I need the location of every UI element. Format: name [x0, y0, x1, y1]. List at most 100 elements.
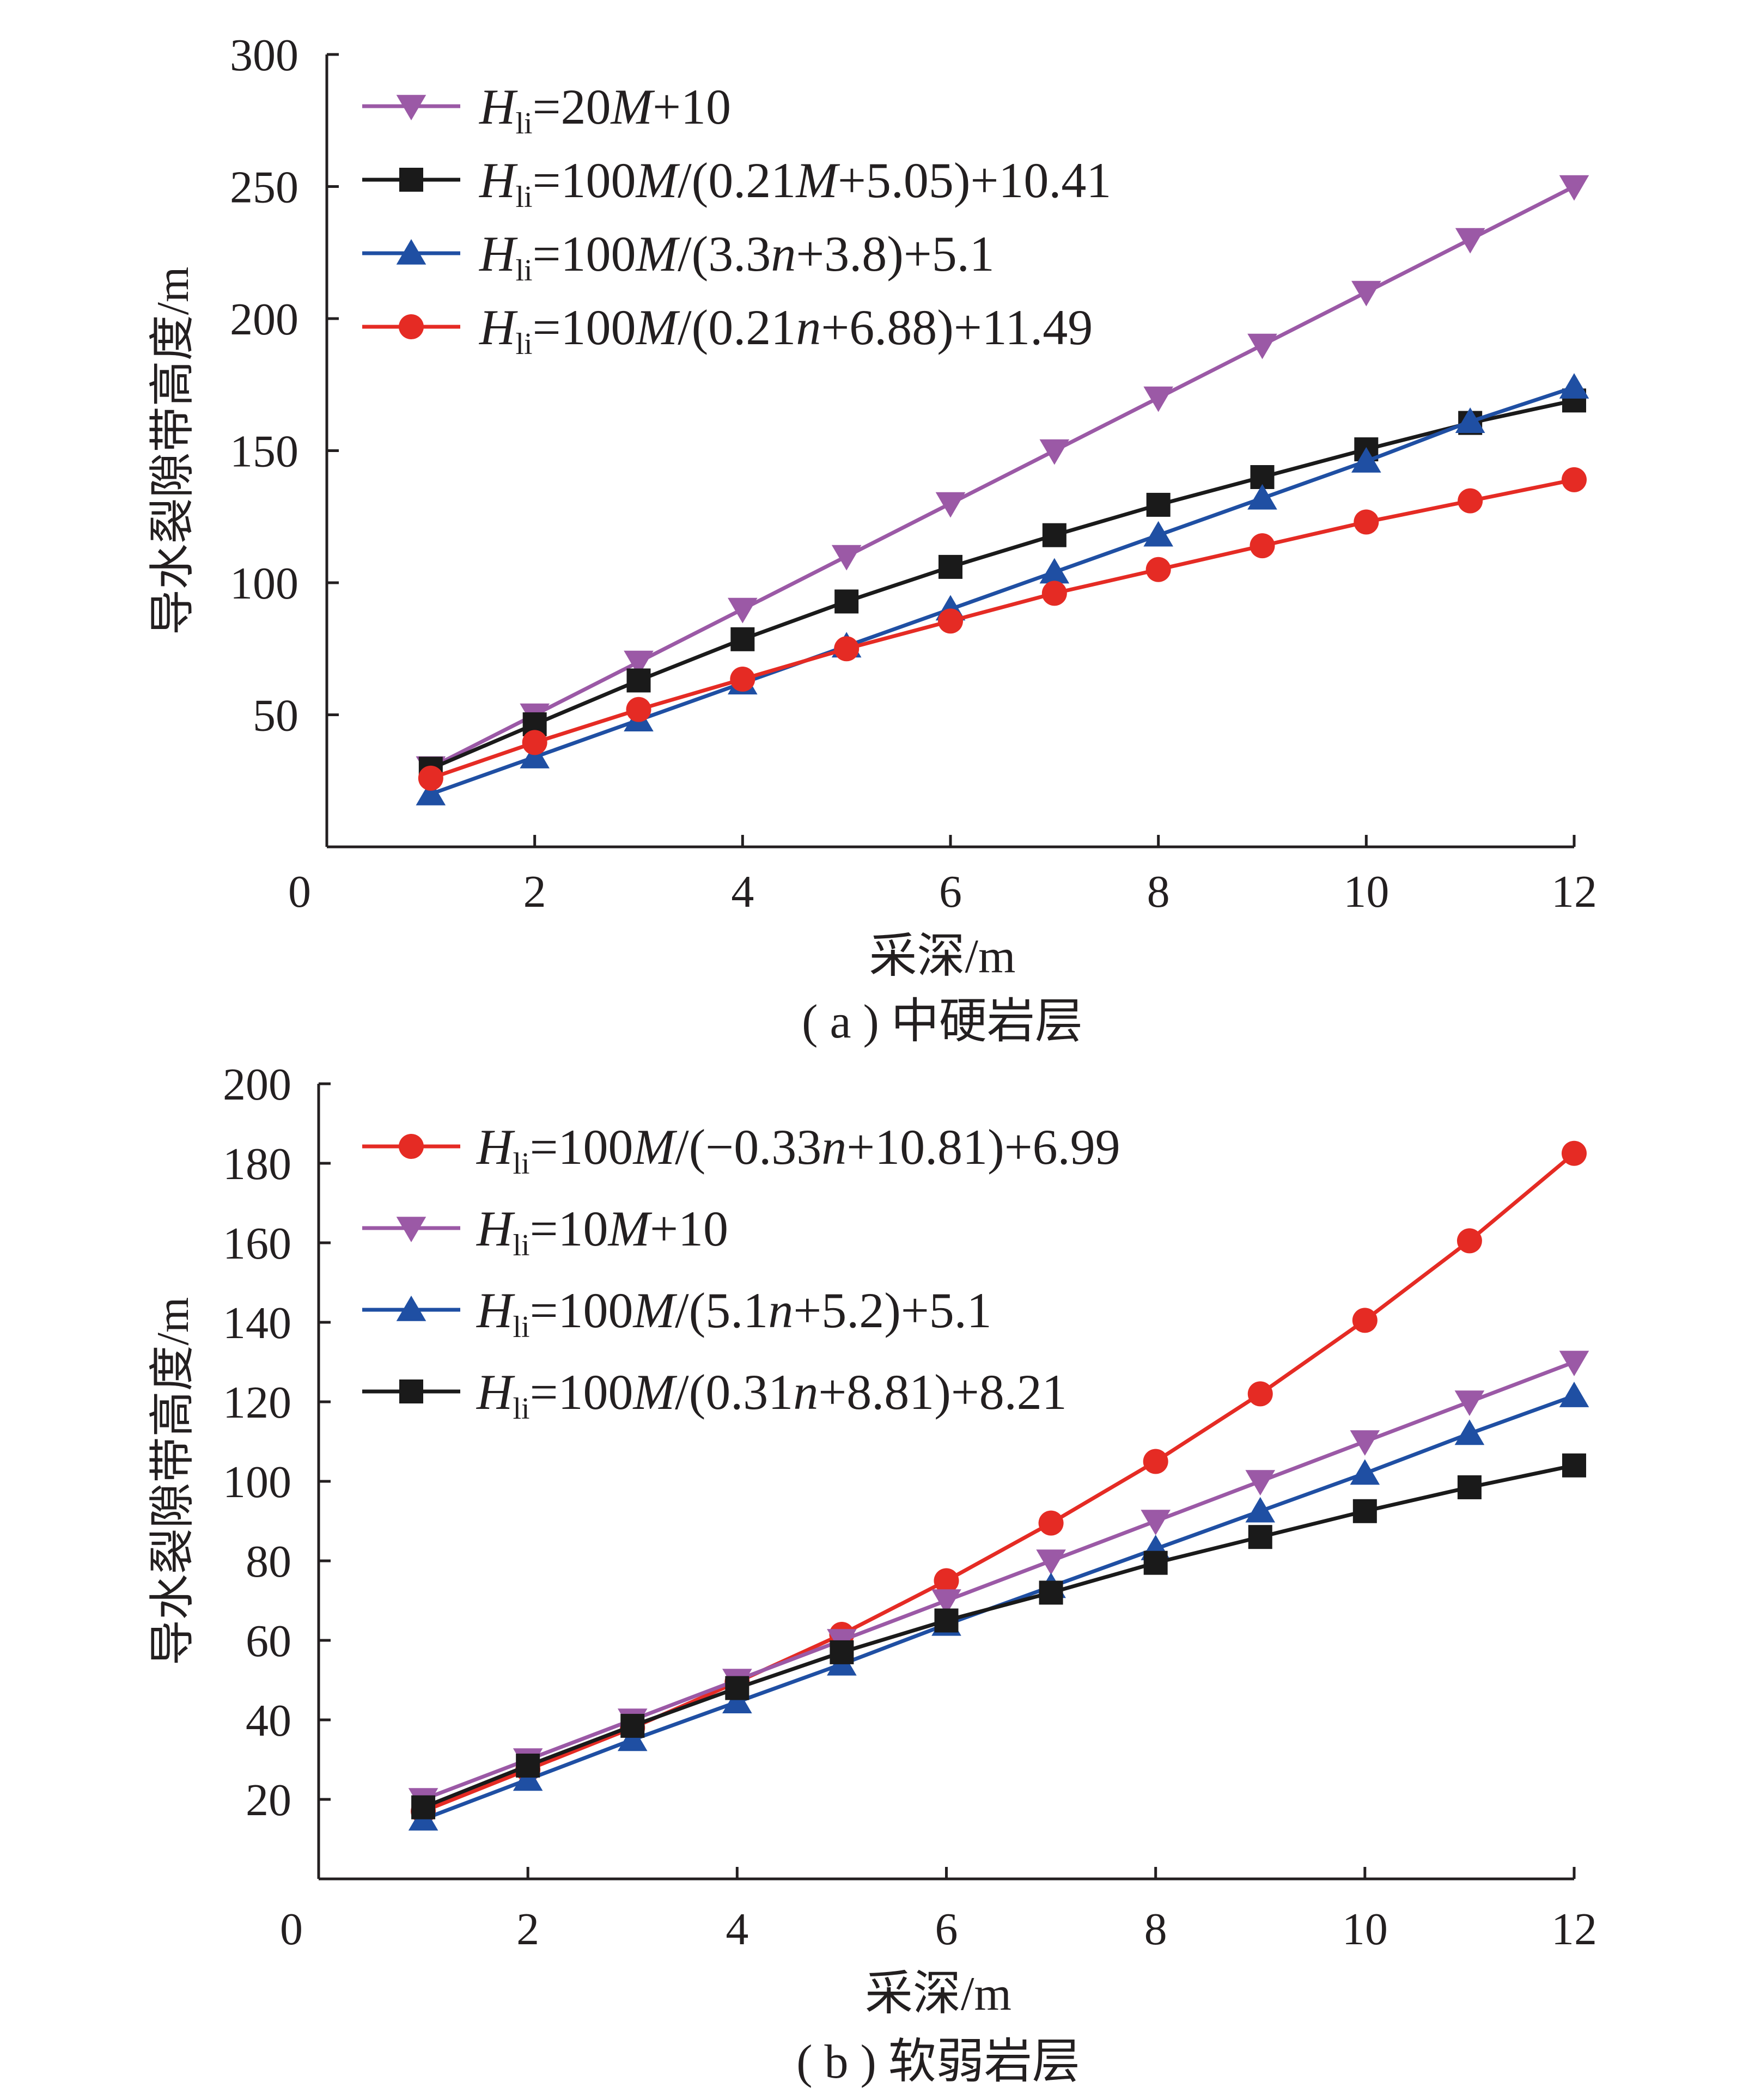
- data-point-b3: [617, 1725, 648, 1751]
- data-point-b1: [1352, 1308, 1378, 1333]
- data-point-b3: [1559, 1382, 1589, 1407]
- legend-marker-a2: [399, 168, 423, 192]
- data-point-b1: [1247, 1381, 1273, 1407]
- y-tick-label: 100: [230, 558, 298, 609]
- y-tick-label: 120: [223, 1377, 291, 1428]
- data-point-b2: [1454, 1390, 1485, 1416]
- y-tick-label: 200: [230, 294, 298, 345]
- data-point-a3: [1039, 558, 1070, 584]
- data-point-b1: [1038, 1510, 1064, 1536]
- legend-label-a4: Hli=100M/(0.21n+6.88)+11.49: [479, 300, 1093, 361]
- data-point-a4: [834, 636, 860, 662]
- data-point-b4: [1352, 1499, 1377, 1523]
- legend: Hli=100M/(−0.33n+10.81)+6.99 Hli=10M+10 Hl…: [362, 1119, 1120, 1426]
- y-tick-label: 100: [223, 1457, 291, 1507]
- chart-panel-b: 0 2 4 6 8 10 12 20 40 60 80 100 120 140 160 180 200 采深/m 导…: [148, 1059, 1597, 2089]
- legend-marker-a4: [399, 314, 424, 339]
- data-point-a1: [831, 545, 862, 571]
- series-line-b1: [422, 1152, 1576, 1814]
- data-point-b2: [1141, 1510, 1171, 1535]
- data-point-a4: [1041, 581, 1067, 606]
- data-point-a2: [730, 627, 755, 651]
- data-point-b4: [1562, 1453, 1586, 1478]
- x-tick-label: 4: [731, 866, 754, 917]
- data-point-b4: [1248, 1525, 1272, 1549]
- chart-panel-a: 0 2 4 6 8 10 12 50 100 150 200 250 300 采深/m 导水裂隙带高度/m (…: [148, 30, 1597, 1048]
- data-point-b3: [722, 1688, 752, 1713]
- y-tick-label: 140: [223, 1298, 291, 1348]
- data-point-b2: [1350, 1430, 1380, 1456]
- data-point-b2: [1245, 1470, 1276, 1495]
- y-tick-label: 20: [246, 1775, 291, 1826]
- data-point-b4: [830, 1640, 854, 1664]
- data-point-b3: [1454, 1419, 1485, 1445]
- x-axis-label: 采深/m: [869, 930, 1016, 983]
- data-point-a1: [1455, 228, 1485, 254]
- data-point-b4: [934, 1608, 959, 1633]
- legend-label-b4: Hli=100M/(0.31n+8.81)+8.21: [476, 1364, 1067, 1426]
- data-point-b3: [1245, 1497, 1276, 1523]
- legend-label-a1: Hli=20M+10: [479, 79, 731, 141]
- y-tick-label: 250: [230, 162, 298, 213]
- data-point-a4: [1562, 467, 1587, 492]
- data-point-b2: [1559, 1351, 1589, 1376]
- data-point-a1: [1351, 280, 1381, 307]
- data-point-a4: [1354, 509, 1379, 535]
- series-line-a3: [430, 385, 1575, 796]
- data-point-a3: [1143, 521, 1173, 547]
- data-point-a1: [728, 597, 758, 624]
- y-tick-label: 40: [246, 1695, 291, 1746]
- x-tick-label: 12: [1551, 866, 1597, 917]
- legend: Hli=20M+10 Hli=100M/(0.21M+5.05)+10.41 Hli…: [362, 79, 1111, 361]
- data-point-a4: [522, 730, 547, 755]
- series-line-a4: [430, 478, 1575, 780]
- x-tick-label: 12: [1551, 1904, 1597, 1955]
- legend-label-b2: Hli=10M+10: [476, 1201, 728, 1262]
- data-point-b4: [725, 1676, 749, 1700]
- data-point-a3: [416, 780, 446, 805]
- y-tick-label: 60: [246, 1616, 291, 1666]
- y-tick-label: 160: [223, 1218, 291, 1269]
- panel-caption: ( b ) 软弱岩层: [796, 2036, 1080, 2089]
- data-point-a1: [1143, 386, 1173, 412]
- data-point-a1: [935, 492, 966, 518]
- data-point-b3: [513, 1765, 543, 1791]
- data-point-a2: [626, 668, 651, 693]
- data-point-a4: [1458, 488, 1483, 514]
- data-point-b3: [1350, 1459, 1380, 1485]
- data-point-b1: [934, 1568, 959, 1594]
- x-tick-label: 0: [288, 866, 311, 917]
- legend-label-a3: Hli=100M/(3.3n+3.8)+5.1: [479, 226, 995, 288]
- y-axis-label: 导水裂隙带高度/m: [148, 1297, 198, 1666]
- data-point-a3: [1351, 447, 1381, 473]
- data-point-b2: [1036, 1549, 1066, 1575]
- data-point-a2: [1042, 523, 1066, 547]
- y-tick-label: 50: [253, 691, 298, 741]
- data-point-a1: [1247, 333, 1277, 359]
- x-tick-label: 0: [280, 1904, 303, 1955]
- legend-marker-b3: [396, 1296, 426, 1321]
- data-point-b1: [1143, 1449, 1168, 1474]
- legend-label-b1: Hli=100M/(−0.33n+10.81)+6.99: [476, 1119, 1120, 1181]
- y-axis-label: 导水裂隙带高度/m: [148, 267, 198, 636]
- x-tick-label: 10: [1342, 1904, 1388, 1955]
- data-point-a1: [1559, 175, 1589, 201]
- x-tick-label: 6: [935, 1904, 958, 1955]
- series-line-b2: [422, 1360, 1575, 1802]
- data-point-b1: [1456, 1228, 1482, 1254]
- legend-marker-b4: [399, 1379, 423, 1403]
- data-point-b4: [1039, 1580, 1063, 1605]
- x-tick-label: 8: [1147, 866, 1170, 917]
- series-line-a1: [430, 185, 1575, 770]
- data-point-a4: [938, 608, 963, 634]
- data-point-a2: [834, 589, 859, 614]
- x-tick-label: 4: [726, 1904, 748, 1955]
- data-point-b4: [620, 1713, 645, 1738]
- x-tick-label: 8: [1144, 1904, 1167, 1955]
- y-tick-label: 200: [223, 1059, 291, 1110]
- data-point-a4: [1145, 557, 1171, 582]
- data-point-a2: [938, 554, 962, 579]
- data-point-a4: [626, 697, 651, 722]
- data-point-b1: [1562, 1140, 1587, 1166]
- data-point-a4: [730, 667, 755, 692]
